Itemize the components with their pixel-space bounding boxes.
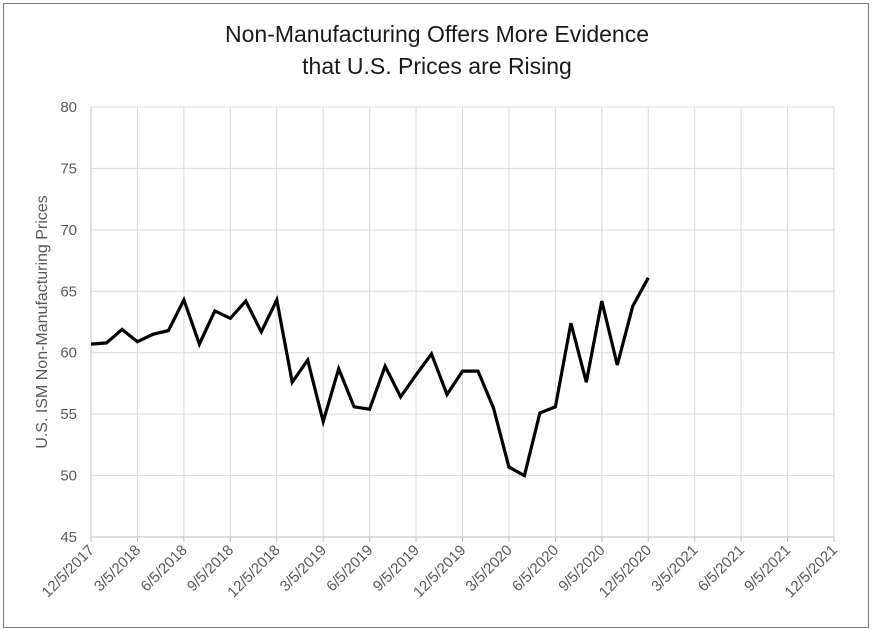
y-tick-label: 75 [60,160,77,177]
y-tick-label: 70 [60,222,77,239]
chart-title-line-2: that U.S. Prices are Rising [302,53,572,79]
y-tick-label: 60 [60,345,77,362]
gridlines [90,106,835,538]
x-tick-label: 6/5/2019 [323,542,376,595]
y-tick-label: 50 [60,468,77,485]
x-tick-labels: 12/5/20173/5/20186/5/20189/5/201812/5/20… [39,542,841,601]
x-tick-label: 3/5/2018 [91,542,144,595]
x-tick-label: 3/5/2019 [277,542,330,595]
series-line [90,277,650,479]
y-axis-label: U.S. ISM Non-Manufacturing Prices [34,195,51,448]
axes [90,107,835,542]
series-group [90,277,650,479]
chart-title: Non-Manufacturing Offers More Evidence t… [0,18,874,82]
x-tick-label: 6/5/2018 [137,542,190,595]
x-tick-label: 12/5/2017 [39,542,98,601]
x-tick-label: 6/5/2020 [509,542,562,595]
y-tick-label: 80 [60,99,77,116]
x-tick-label: 3/5/2020 [462,542,515,595]
y-tick-label: 45 [60,529,77,546]
y-tick-label: 65 [60,283,77,300]
chart-title-line-1: Non-Manufacturing Offers More Evidence [225,21,649,47]
x-tick-label: 3/5/2021 [648,542,701,595]
y-tick-labels: 45 50 55 60 65 70 75 80 [60,99,77,546]
x-tick-label: 6/5/2021 [695,542,748,595]
y-tick-label: 55 [60,406,77,423]
